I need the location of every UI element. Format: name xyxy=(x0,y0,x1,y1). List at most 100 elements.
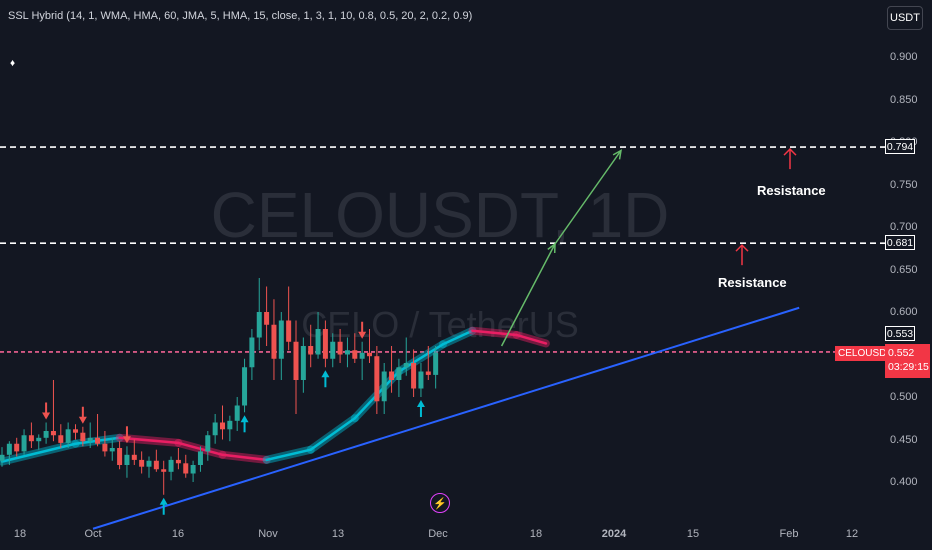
candle-body xyxy=(14,443,20,452)
countdown-timer: 03:29:15 xyxy=(888,361,929,373)
candle-body xyxy=(286,320,292,342)
candle-body xyxy=(190,465,196,474)
candle-body xyxy=(389,371,395,380)
candle-body xyxy=(6,443,12,455)
sell-arrow-icon xyxy=(122,436,131,444)
candle-body xyxy=(433,352,439,375)
candle-body xyxy=(109,448,115,452)
candle-body xyxy=(256,312,262,338)
candle-body xyxy=(425,371,431,375)
ssl-baseline-line xyxy=(515,333,548,345)
projection-arrow xyxy=(500,243,556,347)
candle-body xyxy=(139,459,145,467)
resistance-label: Resistance xyxy=(718,275,787,290)
level-price-label: 0.794 xyxy=(885,139,915,154)
candle-body xyxy=(293,341,299,380)
candle-body xyxy=(411,363,417,389)
candle-body xyxy=(131,454,137,460)
candle-body xyxy=(95,437,101,444)
resistance-arrow-icon xyxy=(735,244,749,252)
candle-body xyxy=(161,469,167,472)
candle-body xyxy=(249,337,255,368)
candle-body xyxy=(124,454,130,465)
x-tick-label: Nov xyxy=(258,528,278,540)
candle-body xyxy=(300,346,306,380)
candle-body xyxy=(102,443,108,452)
y-tick-label: 0.450 xyxy=(890,433,918,446)
candle-body xyxy=(381,371,387,402)
candle-body xyxy=(322,329,328,359)
symbol-tag: CELOUSDT xyxy=(835,346,896,361)
candle-body xyxy=(271,324,277,359)
candle-body xyxy=(80,432,86,442)
candle-body xyxy=(330,341,336,359)
candle-body xyxy=(87,437,93,442)
currency-button[interactable]: USDT xyxy=(887,6,923,30)
y-tick-label: 0.700 xyxy=(890,221,918,233)
candle-body xyxy=(337,341,343,355)
candle-body xyxy=(264,312,270,325)
ssl-baseline-line xyxy=(441,329,474,346)
ssl-baseline-line xyxy=(221,453,268,462)
x-tick-label: 2024 xyxy=(601,528,627,540)
candle-body xyxy=(58,435,64,443)
candle-body xyxy=(308,346,314,355)
level-price-label: 0.681 xyxy=(885,235,915,250)
candle-body xyxy=(175,459,181,464)
candle-body xyxy=(197,451,203,465)
sell-arrow-icon xyxy=(42,412,51,420)
ssl-baseline-line xyxy=(0,442,77,463)
ssl-baseline-line xyxy=(309,417,357,451)
candle-body xyxy=(153,460,159,470)
x-tick-label: Feb xyxy=(779,528,799,540)
candle-body xyxy=(374,356,380,402)
candle-body xyxy=(117,448,123,465)
y-tick-label: 0.850 xyxy=(890,93,918,106)
candle-body xyxy=(28,435,34,442)
x-tick-label: 18 xyxy=(529,528,543,540)
projection-arrow-head xyxy=(612,149,622,160)
y-tick-label: 0.400 xyxy=(890,476,918,488)
y-tick-label: 0.500 xyxy=(890,391,918,403)
candle-body xyxy=(36,437,42,442)
sell-arrow-icon xyxy=(358,331,367,339)
x-tick-label: Dec xyxy=(428,528,448,540)
x-tick-label: 15 xyxy=(686,528,700,540)
resistance-label: Resistance xyxy=(757,183,826,198)
buy-arrow-icon xyxy=(240,415,249,423)
candle-body xyxy=(183,463,189,474)
x-tick-label: 13 xyxy=(331,528,345,540)
sell-arrow-icon xyxy=(78,416,87,424)
lightning-icon[interactable]: ⚡ xyxy=(430,493,450,513)
y-tick-label: 0.650 xyxy=(890,263,918,276)
x-tick-label: 16 xyxy=(171,528,185,540)
candle-body xyxy=(43,431,49,438)
candle-body xyxy=(344,350,350,355)
buy-arrow-icon xyxy=(416,400,425,407)
candle-body xyxy=(146,460,152,467)
candle-body xyxy=(205,435,211,452)
candle-body xyxy=(21,435,27,452)
projection-arrow xyxy=(554,150,622,245)
candle-body xyxy=(168,459,174,472)
y-tick-label: 0.600 xyxy=(890,306,918,318)
candle-body xyxy=(367,352,372,357)
candle-body xyxy=(212,422,218,436)
candle-body xyxy=(278,320,284,359)
candle-body xyxy=(227,420,233,430)
candle-body xyxy=(403,363,409,368)
ssl-baseline-line xyxy=(265,448,312,462)
x-tick-label: 18 xyxy=(13,528,27,540)
candle-body xyxy=(220,422,225,430)
last-price-value: 0.552 xyxy=(888,347,915,359)
last-price-badge: 0.552 03:29:15 xyxy=(885,344,930,378)
candle-body xyxy=(359,352,365,359)
watermark-symbol: CELOUSDT, 1D xyxy=(211,179,670,251)
candle-body xyxy=(73,429,78,433)
y-tick-label: 0.750 xyxy=(890,178,918,191)
candle-body xyxy=(352,350,358,359)
indicator-label[interactable]: SSL Hybrid (14, 1, WMA, HMA, 60, JMA, 5,… xyxy=(8,10,473,22)
candle-body xyxy=(315,329,321,355)
candle-body xyxy=(234,405,240,421)
